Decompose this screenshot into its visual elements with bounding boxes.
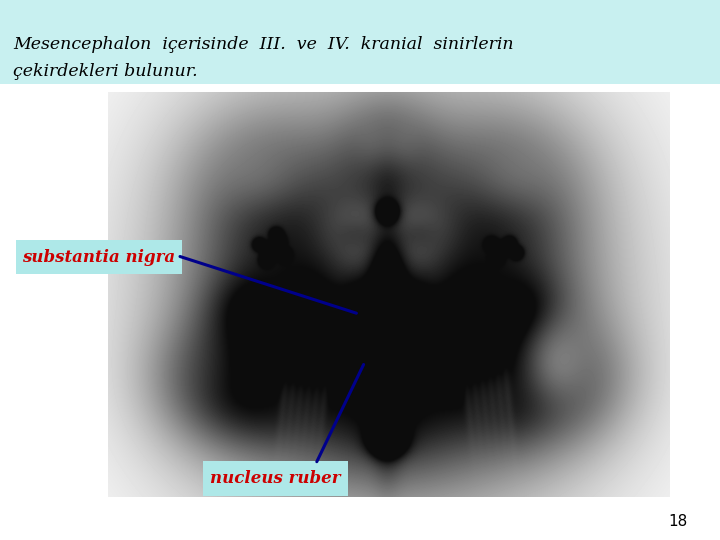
FancyBboxPatch shape <box>0 0 720 84</box>
Text: nucleus ruber: nucleus ruber <box>210 470 341 487</box>
FancyBboxPatch shape <box>16 240 182 274</box>
Text: 18: 18 <box>668 514 688 529</box>
Text: substantia nigra: substantia nigra <box>22 248 176 266</box>
FancyBboxPatch shape <box>203 461 348 496</box>
Text: Mesencephalon  içerisinde  III.  ve  IV.  kranial  sinirlerin: Mesencephalon içerisinde III. ve IV. kra… <box>13 36 513 53</box>
Text: çekirdekleri bulunur.: çekirdekleri bulunur. <box>13 63 197 80</box>
